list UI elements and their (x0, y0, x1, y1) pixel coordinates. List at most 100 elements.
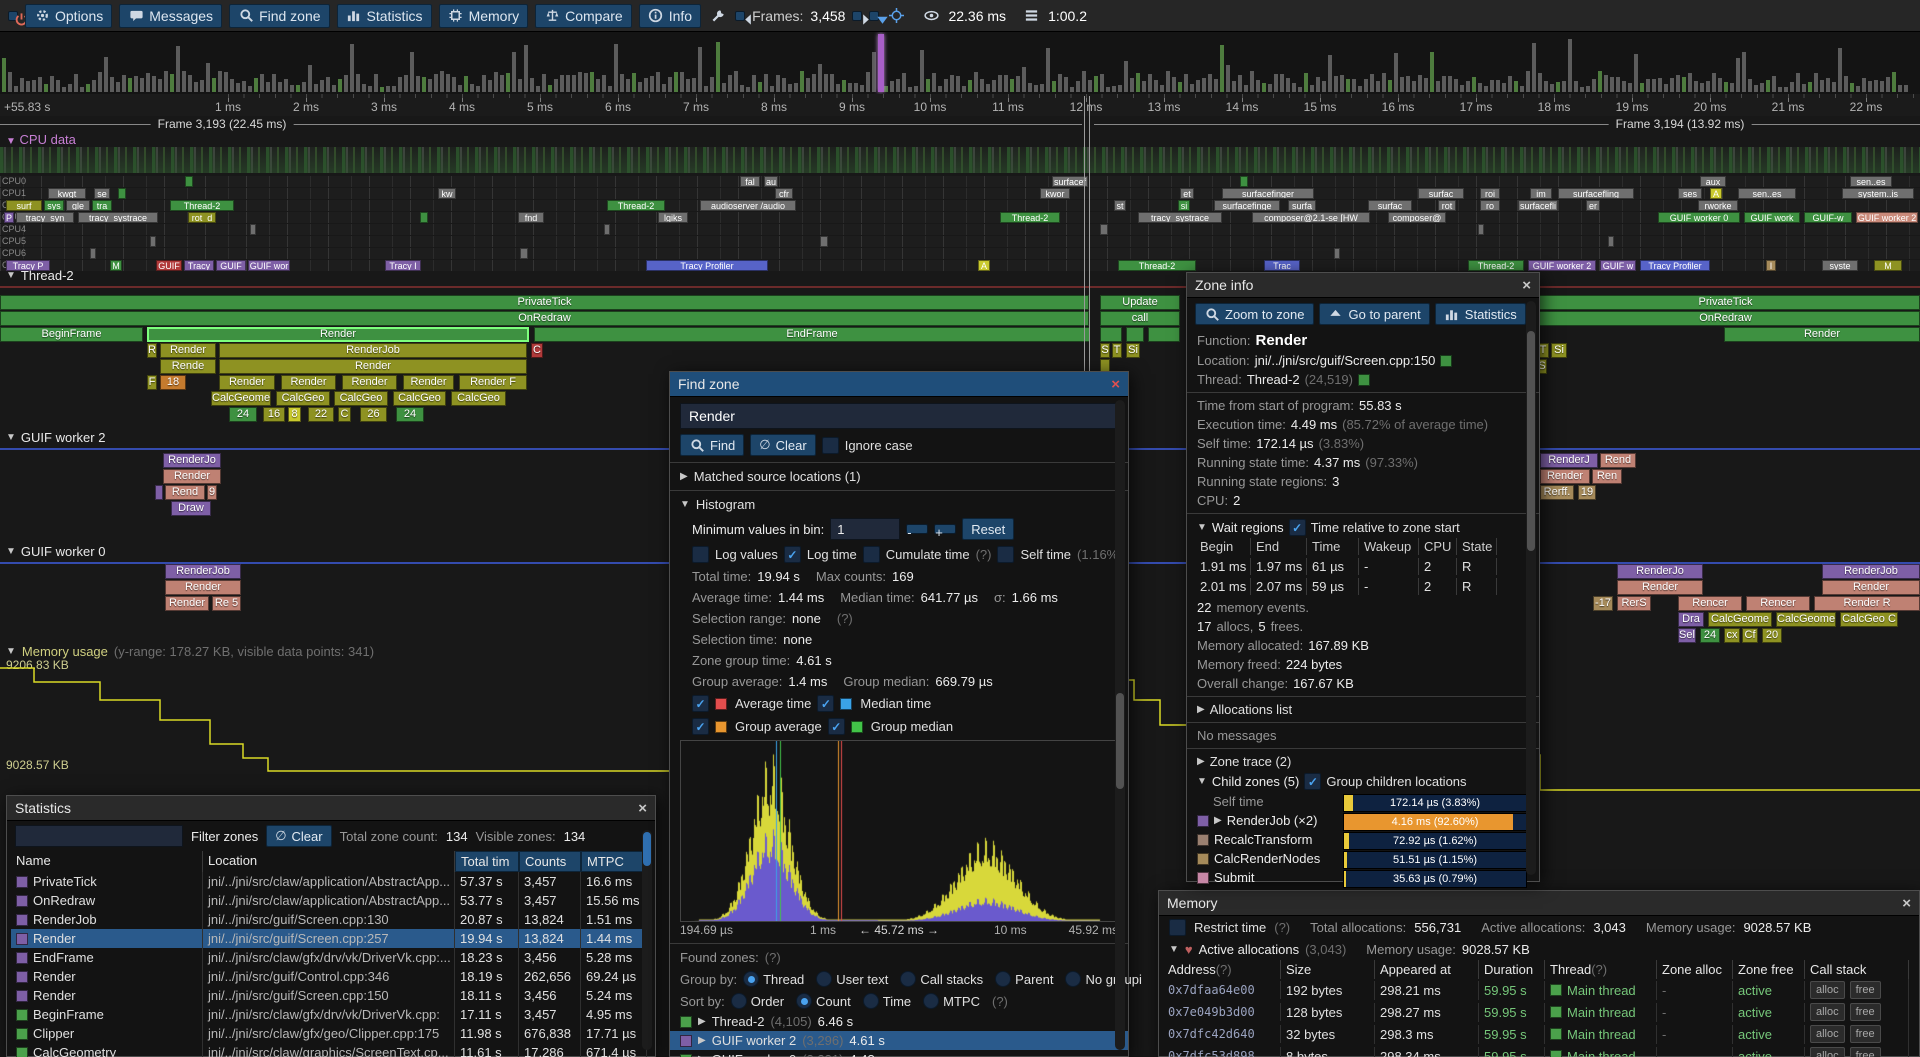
cpu-segment[interactable]: GUIF work (1744, 212, 1800, 223)
timeline-zone[interactable]: 18 (160, 375, 186, 390)
timeline-zone[interactable]: CalcGeo (334, 391, 388, 406)
legend-checkbox[interactable] (692, 718, 709, 735)
frame-label-left[interactable]: Frame 3,193 (22.45 ms) (150, 117, 294, 131)
cpu-segment[interactable] (1334, 248, 1340, 259)
cpu-segment[interactable]: au (764, 176, 778, 187)
toolbar-button-compare[interactable]: Compare (535, 3, 632, 28)
help-question[interactable]: (?) (991, 993, 1008, 1009)
histogram-plot[interactable] (680, 740, 1118, 922)
cpu-segment[interactable]: surfacef (1052, 176, 1088, 187)
cpu-segment[interactable]: GUIF (156, 260, 182, 271)
clear-filter-button[interactable]: ∅ Clear (266, 825, 332, 847)
find-zone-search-input[interactable]: Render (680, 403, 1118, 429)
timeline-zone[interactable]: Ren (1592, 469, 1622, 484)
timeline-zone[interactable] (1100, 327, 1122, 342)
cpu-segment[interactable]: surfacefinge (1214, 200, 1280, 211)
timeline-zone[interactable]: CalcGeome (1708, 612, 1772, 627)
timeline-zone[interactable]: RerS (1617, 596, 1651, 611)
timeline-zone[interactable]: Render (403, 375, 454, 390)
cpu-segment[interactable]: surfacefli (1518, 200, 1558, 211)
column-header-appeared-at[interactable]: Appeared at (1375, 960, 1479, 979)
prev-frame-button[interactable] (735, 10, 751, 25)
timeline-zone[interactable]: 8 (288, 407, 301, 422)
scrollbar[interactable] (1115, 400, 1125, 1050)
chevron-right-icon[interactable]: ▶ (1214, 815, 1222, 826)
cpu-segment[interactable] (185, 176, 193, 187)
cpu-segment[interactable]: GUIF worker 0 (1658, 212, 1740, 223)
timeline-zone[interactable]: Render (165, 580, 241, 595)
radio-option[interactable]: Count (796, 993, 851, 1009)
timeline-zone[interactable]: Render (219, 375, 275, 390)
cpu-segment[interactable] (1240, 176, 1248, 187)
timeline-zone[interactable]: 19 (1578, 485, 1596, 500)
table-row[interactable]: EndFrame jni/../jni/src/claw/gfx/drv/vk/D… (11, 948, 651, 967)
cpu-segment[interactable]: rworke (1698, 200, 1738, 211)
scrollbar[interactable] (642, 830, 652, 1050)
cpu-segment[interactable]: composer@2.1-se [HW (1252, 212, 1370, 223)
zoom-to-zone-button[interactable]: Zoom to zone (1195, 303, 1314, 325)
timeline-zone[interactable]: EndFrame (534, 327, 1090, 342)
column-header-duration[interactable]: Duration (1479, 960, 1545, 979)
radio-option[interactable]: Time (862, 993, 911, 1009)
legend-checkbox[interactable] (692, 695, 709, 712)
cpu-segment[interactable]: si (1178, 200, 1190, 211)
frame-label-right[interactable]: Frame 3,194 (13.92 ms) (1608, 117, 1752, 131)
cpu-segment[interactable]: Tracy P (6, 260, 50, 271)
timeline-zone[interactable]: CalcGeo C (1840, 612, 1898, 627)
column-header-counts[interactable]: Counts (519, 851, 581, 872)
timeline-zone[interactable]: Dra (1678, 612, 1704, 627)
cpu-segment[interactable]: Thread-2 (607, 200, 665, 211)
find-zone-titlebar[interactable]: Find zone × (670, 372, 1128, 397)
memory-titlebar[interactable]: Memory × (1159, 891, 1919, 916)
restrict-time-checkbox[interactable] (1169, 919, 1186, 936)
cpu-segment[interactable]: se (94, 188, 110, 199)
cpu-segment[interactable] (820, 236, 828, 247)
timeline-zone[interactable]: Draw (171, 501, 211, 516)
timeline-zone[interactable]: Render (160, 343, 216, 358)
cpu-segment[interactable]: er (1586, 200, 1600, 211)
cpu-segment[interactable]: I (1766, 260, 1776, 271)
radio-option[interactable]: No groupi (1065, 971, 1142, 987)
table-row[interactable]: OnRedraw jni/../jni/src/claw/application/… (11, 891, 651, 910)
cpu-segment[interactable]: et (1180, 188, 1194, 199)
help-question[interactable]: (?) (764, 950, 781, 965)
cpu-segment[interactable]: ses (1678, 188, 1702, 199)
zone-trace-header[interactable]: ▶ Zone trace (2) (1197, 754, 1292, 769)
scrollbar-thumb[interactable] (643, 832, 651, 866)
group-children-checkbox[interactable] (1304, 773, 1322, 790)
cpu-segment[interactable]: sys (44, 200, 64, 211)
radio-option[interactable]: Parent (995, 971, 1053, 987)
timeline-zone[interactable]: RenderJo (163, 453, 221, 468)
cpu-segment[interactable]: st (1114, 200, 1126, 211)
cpu-segment[interactable]: Tracy (184, 260, 214, 271)
cpu-segment[interactable]: GUIF-w (1804, 212, 1852, 223)
statistics-titlebar[interactable]: Statistics × (7, 796, 655, 821)
cpu-segment[interactable]: M (110, 260, 122, 271)
option-checkbox[interactable] (783, 546, 801, 563)
toolbar-button-options[interactable]: Options (25, 3, 113, 28)
timeline-zone[interactable]: Render F (459, 375, 527, 390)
help-question[interactable]: (?) (975, 547, 992, 562)
timeline-zone[interactable]: Render (342, 375, 397, 390)
timeline-zone[interactable]: Cf (1742, 628, 1758, 643)
found-zone-group[interactable]: ▶ GUIF worker 0 (3,231) 4.48 s (670, 1050, 1128, 1057)
timeline-zone[interactable]: Rend (1600, 453, 1636, 468)
table-row[interactable]: PrivateTick jni/../jni/src/claw/applicati… (11, 872, 651, 891)
cpu-segment[interactable]: tracy_systrace (78, 212, 158, 223)
timeline-zone[interactable]: Si (1126, 343, 1140, 358)
option-checkbox[interactable] (862, 546, 880, 563)
help-question[interactable]: (?) (1274, 920, 1291, 935)
toolbar-button-statistics[interactable]: Statistics (336, 3, 432, 28)
clear-button[interactable]: ∅ Clear (750, 434, 816, 456)
timeline-zone[interactable]: CalcGeo (393, 391, 446, 406)
scrollbar-thumb[interactable] (1116, 692, 1124, 789)
cpu-segment[interactable]: Tracy Profiler (1640, 260, 1710, 271)
timeline-zone[interactable]: 24 (396, 407, 424, 422)
reset-button[interactable]: Reset (962, 518, 1015, 540)
timeline-zone[interactable]: 20 (1762, 628, 1782, 643)
radio-option[interactable]: Call stacks (900, 971, 983, 987)
cpu-segment[interactable]: fnd (518, 212, 544, 223)
cpu-segment[interactable]: M (1874, 260, 1902, 271)
cpu-segment[interactable]: surfac (1368, 200, 1412, 211)
cpu-segment[interactable]: Thread-2 (1000, 212, 1060, 223)
